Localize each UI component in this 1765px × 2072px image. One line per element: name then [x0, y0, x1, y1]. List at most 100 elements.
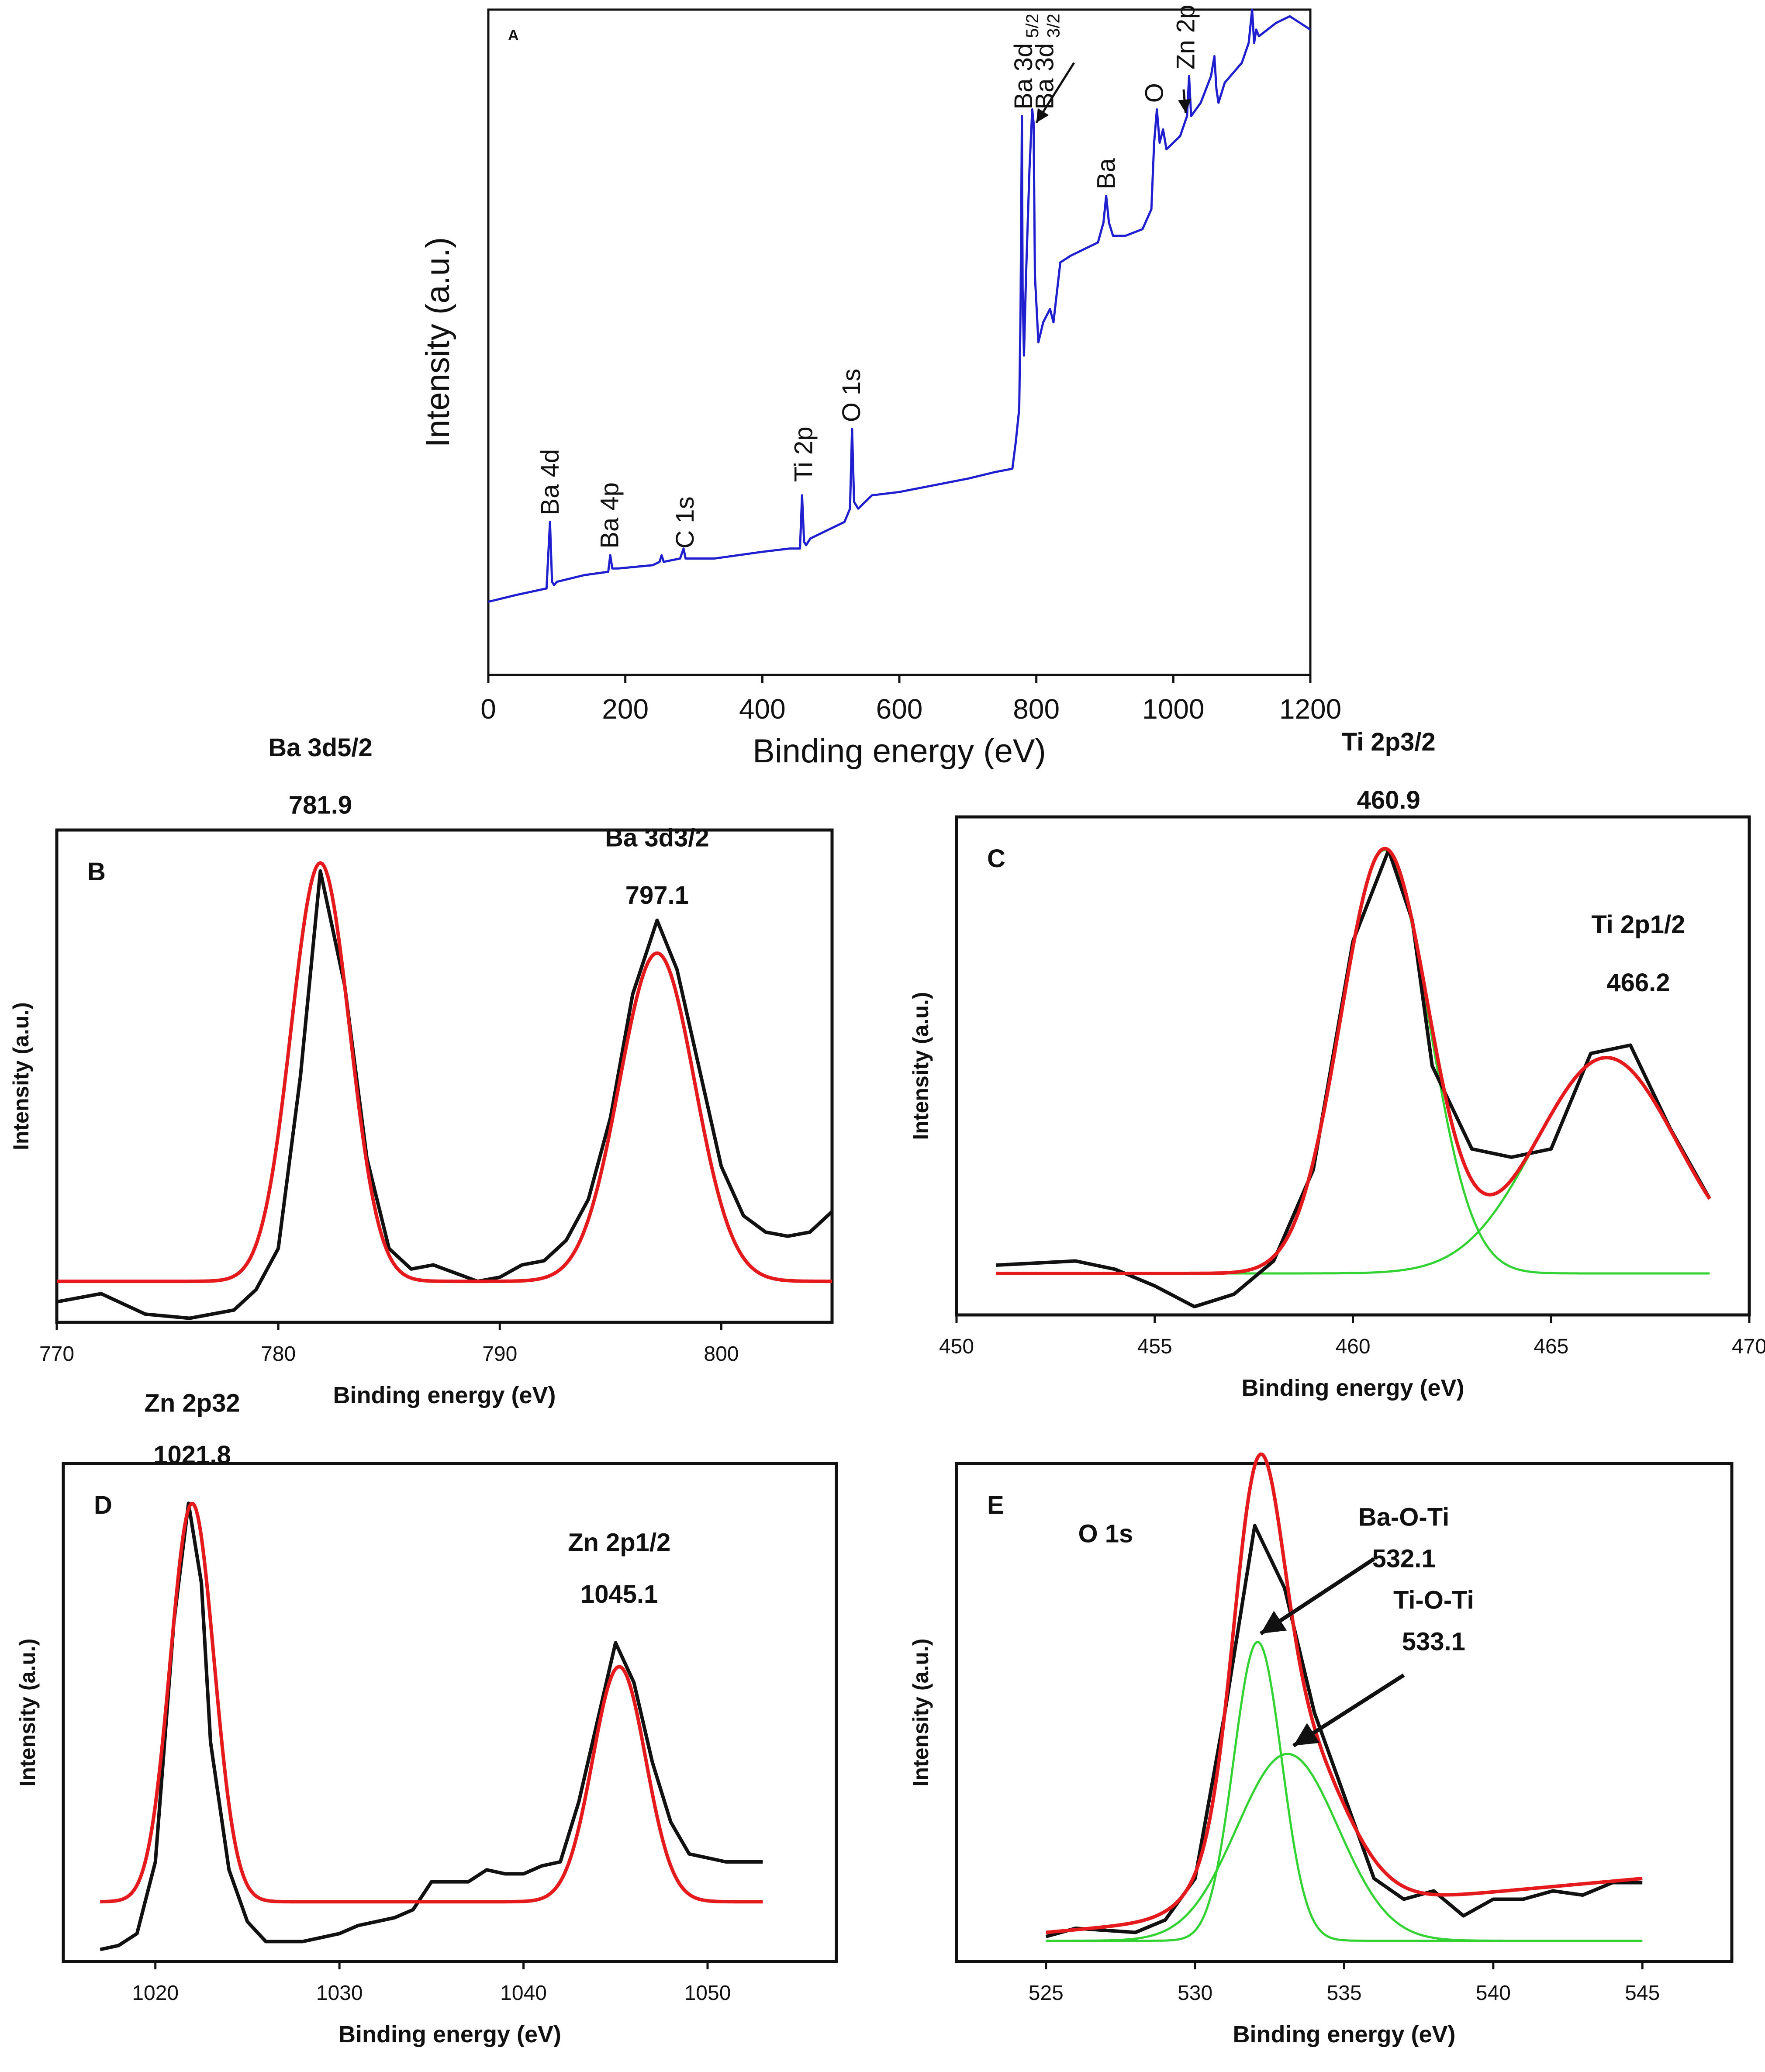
panel-e-peak-label: 532.1 [1372, 1545, 1435, 1573]
panel-e-xtick-label: 545 [1625, 1982, 1660, 2005]
panel-a-arrow-zn2p-head [1178, 99, 1191, 113]
panel-d-frame [62, 1462, 838, 1963]
panel-a-peak-label-text: Zn 2p [1172, 5, 1200, 69]
panel-c-letter: C [987, 844, 1005, 873]
panel-e-xtick-label: 525 [1029, 1982, 1064, 2005]
panel-a-peak-label: Zn 2p [1172, 5, 1200, 69]
panel-d-series-fit [100, 1501, 763, 1904]
panel-e-arrow-ti-o-ti-head [1293, 1723, 1320, 1746]
panel-a-letter: A [508, 27, 519, 44]
panel-c-ylabel: Intensity (a.u.) [908, 992, 933, 1140]
panel-b-peak-label: 797.1 [625, 881, 689, 910]
panel-a-peak-label-sub: 3/2 [1044, 14, 1063, 38]
panel-b-xtick-label: 770 [39, 1342, 74, 1366]
panel-c-series-fit [996, 847, 1711, 1275]
panel-b-series-fit [57, 861, 832, 1283]
panel-e-peak-label: Ba-O-Ti [1358, 1503, 1449, 1532]
panel-a-peak-label-text: C 1s [671, 496, 699, 548]
panel-a: 0 200 400 600 800 1000 1200 Binding energy (eV)… [419, 5, 1341, 770]
panel-b-peak-label: Ba 3d3/2 [605, 824, 709, 852]
panel-d-series-component-1 [136, 1502, 285, 1903]
panel-a-xtick-label: 800 [1013, 693, 1060, 725]
panel-a-peak-label-text: Ti 2p [789, 427, 818, 482]
panel-d-peak-label: 1021.8 [153, 1441, 231, 1469]
panel-d-series-component-2 [523, 1665, 763, 1903]
panel-b-letter: B [87, 858, 106, 886]
panel-c-xtick-label: 465 [1534, 1335, 1568, 1358]
panel-e-xlabel: Binding energy (eV) [1233, 2021, 1455, 2048]
panel-e-series-experimental [1045, 1524, 1643, 1938]
panel-b-ylabel: Intensity (a.u.) [9, 1002, 33, 1150]
panel-a-peak-label: Ba [1092, 158, 1121, 190]
panel-d-xtick-label: 1040 [500, 1982, 547, 2005]
panel-a-peak-label-text: Ba 3d [1009, 43, 1038, 110]
panel-e-peak-label: Ti-O-Ti [1393, 1586, 1474, 1615]
panel-d-peak-label: Zn 2p1/2 [568, 1529, 670, 1557]
panel-a-peak-label: Ba 3d 5/2 [1009, 14, 1042, 109]
panel-e-series-ti-o-ti [1046, 1753, 1643, 1942]
panel-a-peak-label-text: Ba 4d [536, 449, 564, 515]
panel-a-xtick-label: 1200 [1279, 693, 1341, 725]
panel-c-xtick-label: 450 [939, 1335, 974, 1358]
panel-e-ylabel: Intensity (a.u.) [908, 1639, 933, 1787]
panel-b-xlabel: Binding energy (eV) [333, 1382, 556, 1408]
panel-b-xtick-label: 790 [482, 1342, 517, 1366]
panel-a-xtick-label: 0 [480, 693, 496, 725]
panel-b-xtick-label: 800 [704, 1342, 739, 1366]
panel-a-peak-label: Ba 4p [596, 482, 624, 549]
panel-a-xtick-label: 600 [876, 693, 923, 725]
panel-c-xtick-label: 470 [1732, 1335, 1765, 1358]
panel-c-peak-label: Ti 2p3/2 [1342, 728, 1436, 756]
panel-a-peak-label: C 1s [671, 496, 699, 548]
panel-b-series-experimental [56, 869, 833, 1320]
panel-e-peak-label: O 1s [1078, 1520, 1133, 1548]
panel-a-series-survey [488, 8, 1311, 603]
panel-e-xtick-label: 535 [1326, 1982, 1361, 2005]
panel-a-peak-label: Ti 2p [789, 427, 818, 482]
panel-d-xtick-label: 1050 [684, 1982, 731, 2005]
panel-d-series-experimental [100, 1501, 763, 1951]
panel-a-peak-label-text: O 1s [837, 369, 866, 422]
panel-c-peak-label: 466.2 [1606, 969, 1670, 997]
panel-a-peak-label-sub: 5/2 [1023, 14, 1042, 38]
panel-c: 450 455 460 465 470 Binding energy (eV) Intens… [908, 728, 1765, 1401]
panel-a-peak-label-text: Ba 3d [1030, 43, 1059, 110]
panel-e-arrow-ba-o-ti-head [1261, 1611, 1287, 1634]
panel-c-peak-label: Ti 2p1/2 [1591, 910, 1685, 939]
panel-a-peak-label-text: O [1140, 83, 1168, 103]
panel-b-frame [55, 828, 834, 1324]
panel-a-peak-label-text: Ba 4p [596, 482, 624, 549]
panel-a-ylabel: Intensity (a.u.) [419, 237, 456, 448]
panel-a-xtick-label: 400 [739, 693, 786, 725]
panel-b-peak-label: Ba 3d5/2 [268, 733, 373, 762]
panel-a-arrow-ba3d32-head [1036, 108, 1049, 123]
panel-a-peak-label: Ba 3d 3/2 [1030, 14, 1063, 109]
panel-c-xtick-label: 460 [1335, 1335, 1370, 1358]
panel-d-xtick-label: 1020 [132, 1982, 179, 2005]
panel-c-frame [955, 815, 1751, 1317]
panel-c-xtick-label: 455 [1137, 1335, 1172, 1358]
panel-e-series-fit [1046, 1452, 1643, 1934]
panel-d-letter: D [94, 1491, 112, 1519]
panel-d: 1020 1030 1040 1050 Binding energy (eV) Inten… [15, 1389, 838, 2048]
panel-a-peak-label-text: Ba [1092, 158, 1121, 190]
panel-a-peak-label: Ba 4d [536, 449, 564, 515]
panel-a-xtick-label: 1000 [1142, 693, 1204, 725]
panel-d-peak-label: 1045.1 [580, 1580, 658, 1608]
panel-a-xtick-label: 200 [602, 693, 649, 725]
panel-c-xlabel: Binding energy (eV) [1241, 1375, 1464, 1401]
panel-b-peak-label: 781.9 [289, 791, 352, 819]
panel-b: 770 780 790 800 Binding energy (eV) Intensity… [9, 733, 834, 1408]
panel-d-xlabel: Binding energy (eV) [338, 2021, 561, 2048]
panel-d-ylabel: Intensity (a.u.) [15, 1639, 40, 1787]
panel-a-peak-label: O [1140, 83, 1168, 103]
panel-e-peak-label: 533.1 [1402, 1628, 1465, 1656]
panel-b-xtick-label: 780 [261, 1342, 296, 1366]
panel-a-xlabel: Binding energy (eV) [753, 733, 1046, 770]
panel-a-peak-label: O 1s [837, 369, 866, 422]
panel-c-series-component-2 [996, 1056, 1711, 1275]
panel-c-peak-label: 460.9 [1357, 786, 1420, 814]
panel-d-peak-label: Zn 2p32 [144, 1389, 240, 1417]
panel-d-xtick-label: 1030 [316, 1982, 363, 2005]
